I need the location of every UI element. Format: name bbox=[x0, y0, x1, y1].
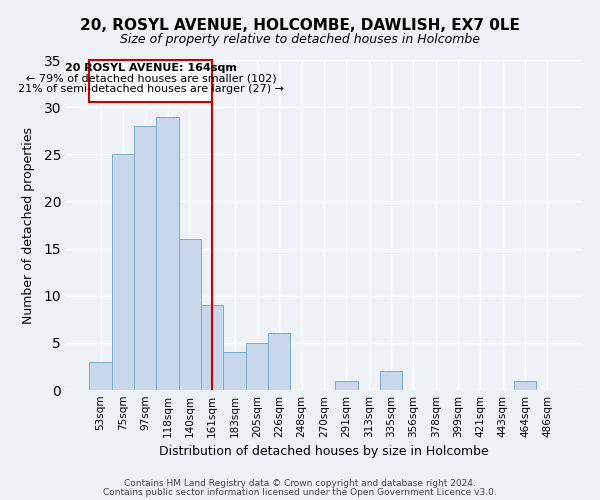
Text: Size of property relative to detached houses in Holcombe: Size of property relative to detached ho… bbox=[120, 32, 480, 46]
Text: Contains HM Land Registry data © Crown copyright and database right 2024.: Contains HM Land Registry data © Crown c… bbox=[124, 479, 476, 488]
Bar bbox=[223, 352, 246, 390]
Bar bbox=[112, 154, 134, 390]
Bar bbox=[157, 116, 179, 390]
Text: 20 ROSYL AVENUE: 164sqm: 20 ROSYL AVENUE: 164sqm bbox=[65, 63, 237, 73]
Y-axis label: Number of detached properties: Number of detached properties bbox=[22, 126, 35, 324]
Text: Contains public sector information licensed under the Open Government Licence v3: Contains public sector information licen… bbox=[103, 488, 497, 497]
Bar bbox=[134, 126, 157, 390]
Text: ← 79% of detached houses are smaller (102): ← 79% of detached houses are smaller (10… bbox=[26, 73, 276, 83]
Bar bbox=[380, 371, 402, 390]
Bar bbox=[335, 380, 358, 390]
Bar bbox=[201, 305, 223, 390]
Bar bbox=[268, 334, 290, 390]
X-axis label: Distribution of detached houses by size in Holcombe: Distribution of detached houses by size … bbox=[159, 446, 489, 458]
Text: 20, ROSYL AVENUE, HOLCOMBE, DAWLISH, EX7 0LE: 20, ROSYL AVENUE, HOLCOMBE, DAWLISH, EX7… bbox=[80, 18, 520, 32]
Bar bbox=[514, 380, 536, 390]
Bar bbox=[246, 343, 268, 390]
FancyBboxPatch shape bbox=[89, 60, 212, 102]
Bar bbox=[89, 362, 112, 390]
Text: 21% of semi-detached houses are larger (27) →: 21% of semi-detached houses are larger (… bbox=[18, 84, 284, 94]
Bar bbox=[179, 239, 201, 390]
